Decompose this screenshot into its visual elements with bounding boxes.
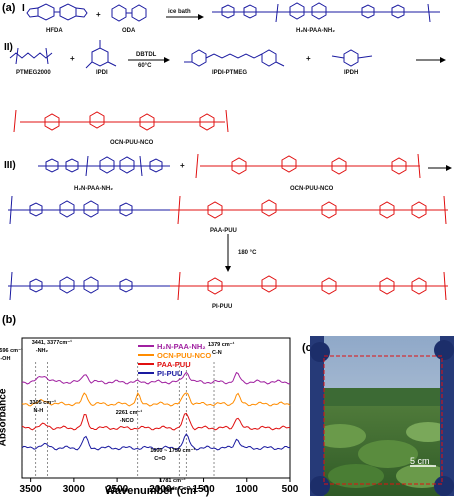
paa-product-structure [212, 2, 440, 23]
x-tick-label: 500 [282, 484, 299, 495]
reaction-scheme-svg [8, 2, 452, 300]
annotation-text: 1781 cm⁻¹ [159, 477, 186, 484]
panel-a-label: (a) [2, 2, 16, 14]
ipdh-structure [331, 49, 373, 67]
annotation-text: 3441, 3377cm⁻¹ [32, 339, 72, 346]
puu-product-label: OCN-PUU-NCO [110, 140, 154, 146]
step3-roman: III) [4, 160, 16, 171]
annotation-group: C=O [154, 456, 166, 462]
plus-sign: + [96, 10, 101, 19]
x-tick-label: 3000 [63, 484, 86, 495]
x-axis-label: Wavenumber (cm⁻¹) [105, 485, 210, 497]
pi-puu-structure-red [170, 271, 448, 300]
x-tick-label: 2000 [149, 484, 172, 495]
annotation-text: 1600 ~ 1750 cm⁻¹ [150, 447, 195, 454]
spectrum-line [21, 433, 291, 451]
x-ticks: 3500 3000 2500 2000 1500 1000 500 [20, 478, 299, 495]
annotations: 3596 cm⁻¹ -OH 3441, 3377cm⁻¹ -NH₂ 3305 cm⁻¹ N… [0, 339, 235, 492]
pi-puu-label: PI-PUU [212, 304, 233, 310]
ipdi-ptmeg-structure [184, 49, 285, 67]
annotation-group: imide C=O [163, 486, 191, 492]
plus-sign-2: + [70, 54, 75, 63]
x-tick-label: 1000 [236, 484, 259, 495]
annotation-group: -NCO [120, 418, 135, 424]
legend-label: PI-PUU [157, 369, 182, 378]
annotation-group: -OH [0, 356, 10, 362]
pi-puu-structure-blue [8, 271, 170, 300]
plus-sign-3: + [306, 54, 311, 63]
puu-structure-row3 [195, 153, 421, 179]
annotation-text: 1379 cm⁻¹ [208, 341, 235, 348]
paa-row3-label: H₂N-PAA-NH₂ [74, 186, 113, 192]
ftir-chart: 3500 3000 2500 2000 1500 1000 500 H₂N-PAA-NH₂O… [0, 337, 299, 495]
hfda-structure [26, 3, 88, 21]
paa-puu-label: PAA-PUU [210, 228, 237, 234]
ipdi-structure [85, 40, 117, 69]
oda-label: ODA [122, 28, 136, 34]
ipdh-label: IPDH [344, 70, 359, 76]
puu-structure-1 [13, 109, 229, 133]
puu-row3-label: OCN-PUU-NCO [290, 186, 334, 192]
legend-label: H₂N-PAA-NH₂ [157, 342, 206, 351]
paa-product-label: H₂N-PAA-NH₂ [296, 28, 335, 34]
dbtdl-label: DBTDL [136, 52, 157, 58]
step1-roman: I [22, 3, 25, 14]
annotation-text: 3305 cm⁻¹ [30, 399, 57, 406]
paa-puu-structure-red [170, 195, 448, 225]
temperature-label: 60°C [138, 63, 152, 69]
x-tick-label: 3500 [20, 484, 43, 495]
paa-structure-row3 [38, 155, 170, 177]
hfda-label: HFDA [46, 28, 63, 34]
annotation-text: 3596 cm⁻¹ [0, 347, 23, 354]
x-tick-label: 2500 [106, 484, 129, 495]
plot-frame [21, 337, 291, 479]
paa-puu-structure-blue [8, 195, 170, 225]
spectrum-line [21, 412, 291, 431]
ipdi-ptmeg-label: IPDI-PTMEG [212, 70, 248, 76]
reference-lines [22, 362, 215, 478]
annotation-group: N-H [34, 408, 44, 414]
annotation-group: -NH₂ [36, 348, 49, 354]
ipdi-label: IPDI [96, 70, 108, 76]
annotation-group: C-N [212, 350, 222, 356]
spectrum-line [21, 371, 291, 385]
heating-label: 180 °C [238, 250, 257, 256]
annotation-text: 2261 cm⁻¹ [116, 409, 143, 416]
oda-structure [111, 4, 147, 22]
spectrum-line [21, 391, 291, 407]
panel-b-label: (b) [2, 314, 17, 326]
ptmeg-label: PTMEG2000 [16, 70, 51, 76]
plus-sign-4: + [180, 161, 185, 170]
ice-bath-label: ice bath [168, 9, 191, 15]
legend-label: OCN-PUU-NCO [157, 351, 211, 360]
step2-roman: II) [4, 42, 13, 53]
scale-bar-label: 5 cm [410, 456, 430, 466]
x-tick-label: 1500 [192, 484, 215, 495]
legend-label: PAA-PUU [157, 360, 191, 369]
ptmeg-structure [9, 47, 53, 65]
photo-film [310, 336, 454, 496]
spectra [21, 371, 291, 451]
